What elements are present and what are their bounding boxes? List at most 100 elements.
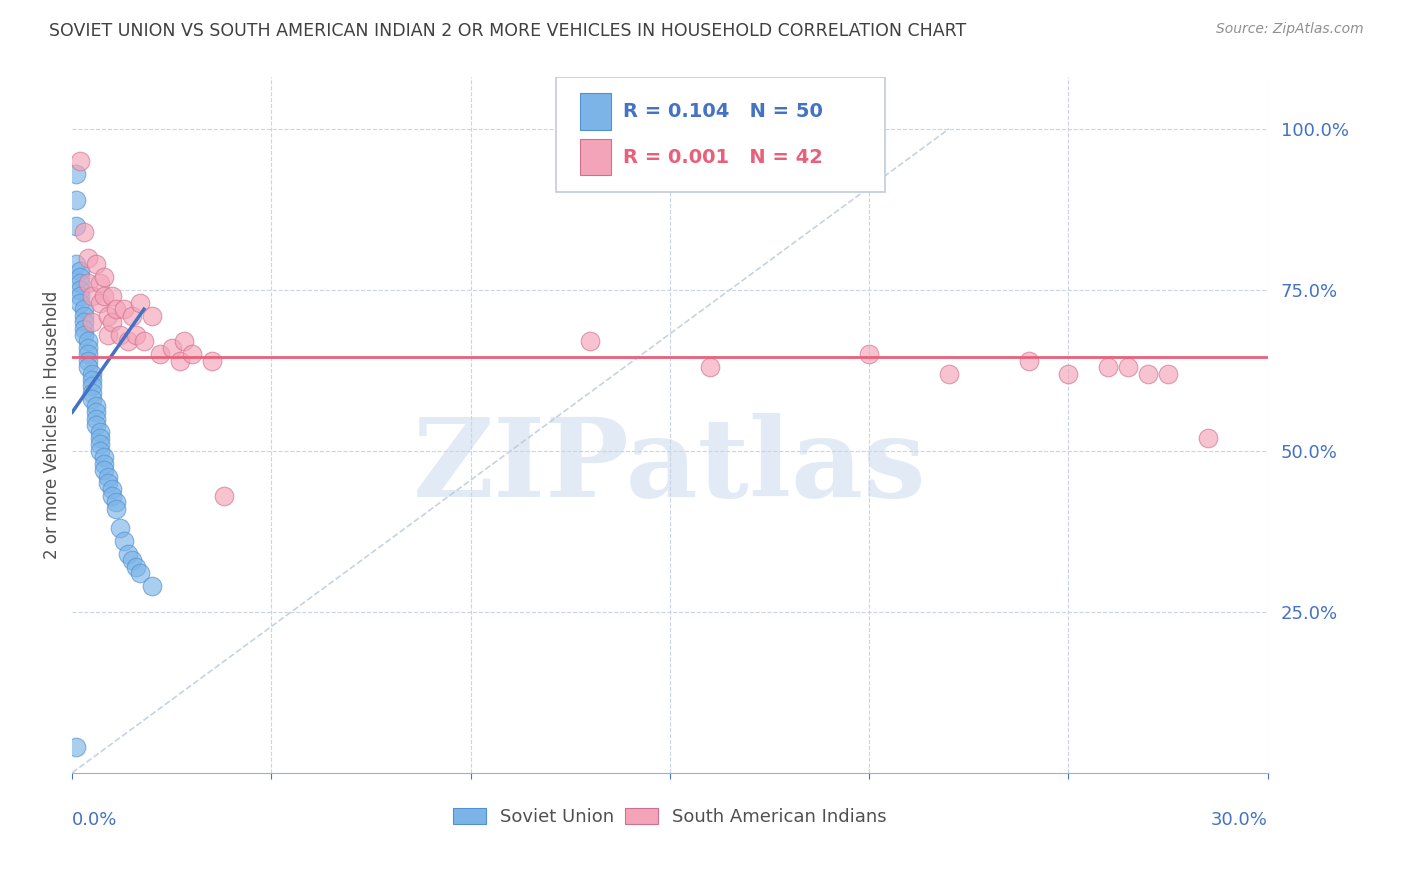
Point <box>141 579 163 593</box>
Point <box>160 341 183 355</box>
Point <box>84 399 107 413</box>
Point <box>84 405 107 419</box>
Y-axis label: 2 or more Vehicles in Household: 2 or more Vehicles in Household <box>44 291 60 559</box>
Point <box>121 309 143 323</box>
Point <box>97 469 120 483</box>
Point <box>84 257 107 271</box>
Point <box>1137 367 1160 381</box>
Text: 0.0%: 0.0% <box>72 811 118 829</box>
Point <box>82 289 104 303</box>
Point <box>82 379 104 393</box>
Point <box>97 309 120 323</box>
Point <box>73 302 96 317</box>
Point <box>101 489 124 503</box>
Point <box>89 277 111 291</box>
Point <box>65 193 87 207</box>
Point <box>129 295 152 310</box>
Point <box>101 315 124 329</box>
Point <box>82 392 104 407</box>
Point <box>69 263 91 277</box>
Point <box>77 353 100 368</box>
Text: SOVIET UNION VS SOUTH AMERICAN INDIAN 2 OR MORE VEHICLES IN HOUSEHOLD CORRELATIO: SOVIET UNION VS SOUTH AMERICAN INDIAN 2 … <box>49 22 966 40</box>
Point <box>101 483 124 497</box>
Point <box>65 167 87 181</box>
FancyBboxPatch shape <box>581 94 612 129</box>
Point <box>169 353 191 368</box>
FancyBboxPatch shape <box>557 78 886 192</box>
Point <box>77 334 100 349</box>
Point <box>201 353 224 368</box>
Point <box>69 277 91 291</box>
Point <box>69 154 91 169</box>
Point <box>82 385 104 400</box>
Point <box>93 450 115 465</box>
Point <box>1116 360 1139 375</box>
Point <box>93 270 115 285</box>
Text: ZIPatlas: ZIPatlas <box>413 413 927 520</box>
Point <box>69 289 91 303</box>
Point <box>89 431 111 445</box>
FancyBboxPatch shape <box>581 139 612 176</box>
Point <box>84 411 107 425</box>
Point <box>77 341 100 355</box>
Point <box>77 251 100 265</box>
Point <box>73 225 96 239</box>
Point <box>73 309 96 323</box>
Point <box>82 315 104 329</box>
Point <box>65 219 87 233</box>
Point <box>82 367 104 381</box>
Point <box>938 367 960 381</box>
Point <box>89 425 111 439</box>
Point <box>579 334 602 349</box>
Point <box>105 501 128 516</box>
Text: R = 0.001   N = 42: R = 0.001 N = 42 <box>623 148 823 167</box>
Point <box>77 360 100 375</box>
Point <box>180 347 202 361</box>
Point <box>69 283 91 297</box>
Point <box>108 521 131 535</box>
Point <box>84 418 107 433</box>
Point <box>69 270 91 285</box>
Point <box>129 566 152 581</box>
Point <box>1018 353 1040 368</box>
Point <box>117 334 139 349</box>
Point <box>121 553 143 567</box>
Point <box>69 295 91 310</box>
Point <box>89 443 111 458</box>
Point <box>125 328 148 343</box>
Point <box>89 295 111 310</box>
Point <box>112 533 135 548</box>
Point <box>132 334 155 349</box>
Point <box>212 489 235 503</box>
Point <box>105 302 128 317</box>
Point <box>125 559 148 574</box>
Point <box>699 360 721 375</box>
Point <box>1157 367 1180 381</box>
Point <box>73 328 96 343</box>
Point <box>117 547 139 561</box>
Point <box>173 334 195 349</box>
Point <box>1097 360 1119 375</box>
Point <box>141 309 163 323</box>
Point <box>97 476 120 491</box>
Point <box>73 315 96 329</box>
Point <box>93 289 115 303</box>
Point <box>101 289 124 303</box>
Text: Source: ZipAtlas.com: Source: ZipAtlas.com <box>1216 22 1364 37</box>
Point <box>65 257 87 271</box>
Point <box>858 347 880 361</box>
Point <box>77 347 100 361</box>
Point <box>112 302 135 317</box>
Point <box>149 347 172 361</box>
Point <box>108 328 131 343</box>
Legend: Soviet Union, South American Indians: Soviet Union, South American Indians <box>446 800 894 833</box>
Point <box>1057 367 1080 381</box>
Point <box>82 373 104 387</box>
Point <box>93 457 115 471</box>
Point <box>89 437 111 451</box>
Point <box>65 739 87 754</box>
Point <box>105 495 128 509</box>
Text: 30.0%: 30.0% <box>1211 811 1268 829</box>
Point <box>73 321 96 335</box>
Text: R = 0.104   N = 50: R = 0.104 N = 50 <box>623 102 823 121</box>
